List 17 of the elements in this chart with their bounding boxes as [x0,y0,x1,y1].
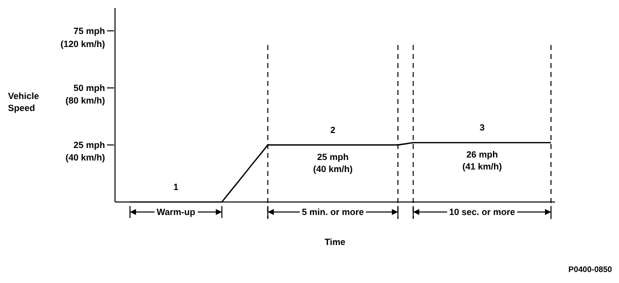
annotation: 3 [480,122,485,133]
text: 5 min. or more [302,207,364,217]
text: Warm-up [156,207,196,217]
x-axis-title: Time [324,237,346,247]
y2-tick-label: (80 km/h) [65,96,105,106]
text: P0400-0850 [568,265,613,274]
annotation: 25 mph (40 km/h) [313,152,353,174]
y2-tick-label: (120 km/h) [60,38,105,49]
y-tick-label: 25 mph [73,140,105,150]
annotation: 1 [173,182,178,192]
y-tick-label: 75 mph [73,26,105,36]
text: 10 sec. or more [449,207,516,217]
y-tick-label: 50 mph [73,82,105,93]
annotation: 26 mph (41 km/h) [462,150,502,172]
y2-axis-title: Vehicle Speed [8,91,40,113]
annotation: 2 [330,124,336,135]
y2-tick-label: (40 km/h) [65,152,105,162]
